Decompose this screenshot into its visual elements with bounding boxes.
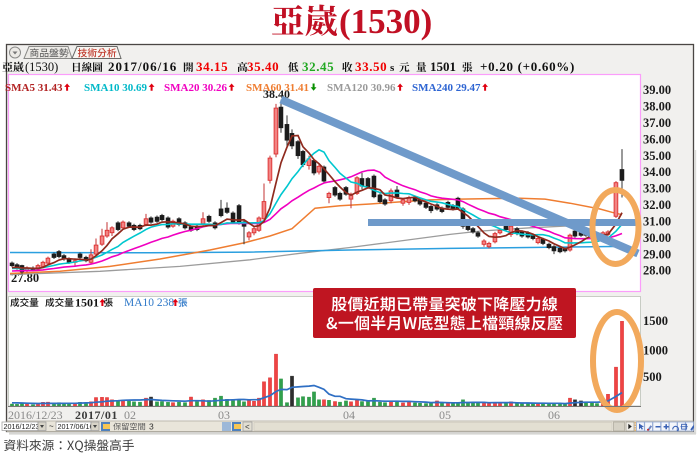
svg-text:3: 3 [149,422,154,432]
svg-text:30.00: 30.00 [643,231,671,245]
svg-text:06: 06 [548,408,560,422]
svg-text:2017/01: 2017/01 [75,408,118,422]
svg-text:33.00: 33.00 [643,182,671,196]
svg-text:2017/06/16: 2017/06/16 [108,59,177,74]
svg-text:MA10 238: MA10 238 [124,297,174,309]
svg-text:<: < [245,423,250,432]
svg-text:SMA60 31.41: SMA60 31.41 [246,82,309,94]
svg-text:1501: 1501 [75,296,99,310]
svg-text:(1530): (1530) [25,60,58,74]
svg-text:2016/12/23: 2016/12/23 [8,408,63,422]
svg-text:+0.20 (+0.60%): +0.20 (+0.60%) [480,59,575,74]
svg-text:1000: 1000 [643,344,668,358]
svg-text:34.15: 34.15 [196,59,228,74]
svg-text:32.45: 32.45 [302,59,334,74]
svg-text:2016/12/23: 2016/12/23 [4,422,40,431]
svg-text:500: 500 [643,370,662,384]
svg-text:(1530): (1530) [339,2,432,41]
svg-text:04: 04 [343,408,355,422]
svg-text:SMA10 30.69: SMA10 30.69 [84,82,147,94]
svg-text:05: 05 [439,408,451,422]
svg-text:SMA20 30.26: SMA20 30.26 [164,82,227,94]
svg-text:28.00: 28.00 [643,264,671,278]
svg-text:2017/06/16: 2017/06/16 [58,422,94,431]
svg-text:31.00: 31.00 [643,215,671,229]
svg-text:35.40: 35.40 [247,59,279,74]
svg-text:SMA120 30.96: SMA120 30.96 [327,82,396,94]
svg-text:29.00: 29.00 [643,247,671,261]
svg-text:37.00: 37.00 [643,116,671,130]
svg-text:~: ~ [49,422,54,431]
svg-text:1500: 1500 [643,314,668,328]
svg-text:38.00: 38.00 [643,100,671,114]
svg-text:1501: 1501 [430,59,456,74]
svg-text:SMA5 31.43: SMA5 31.43 [5,82,63,94]
svg-text:34.00: 34.00 [643,165,671,179]
svg-text:32.00: 32.00 [643,198,671,212]
svg-text:03: 03 [218,408,230,422]
svg-text:02: 02 [124,408,136,422]
svg-text:39.00: 39.00 [643,83,671,97]
svg-text:s: s [390,62,395,74]
svg-text:SMA240 29.47: SMA240 29.47 [412,82,481,94]
svg-text:33.50: 33.50 [355,59,387,74]
svg-text:35.00: 35.00 [643,149,671,163]
svg-text:36.00: 36.00 [643,132,671,146]
